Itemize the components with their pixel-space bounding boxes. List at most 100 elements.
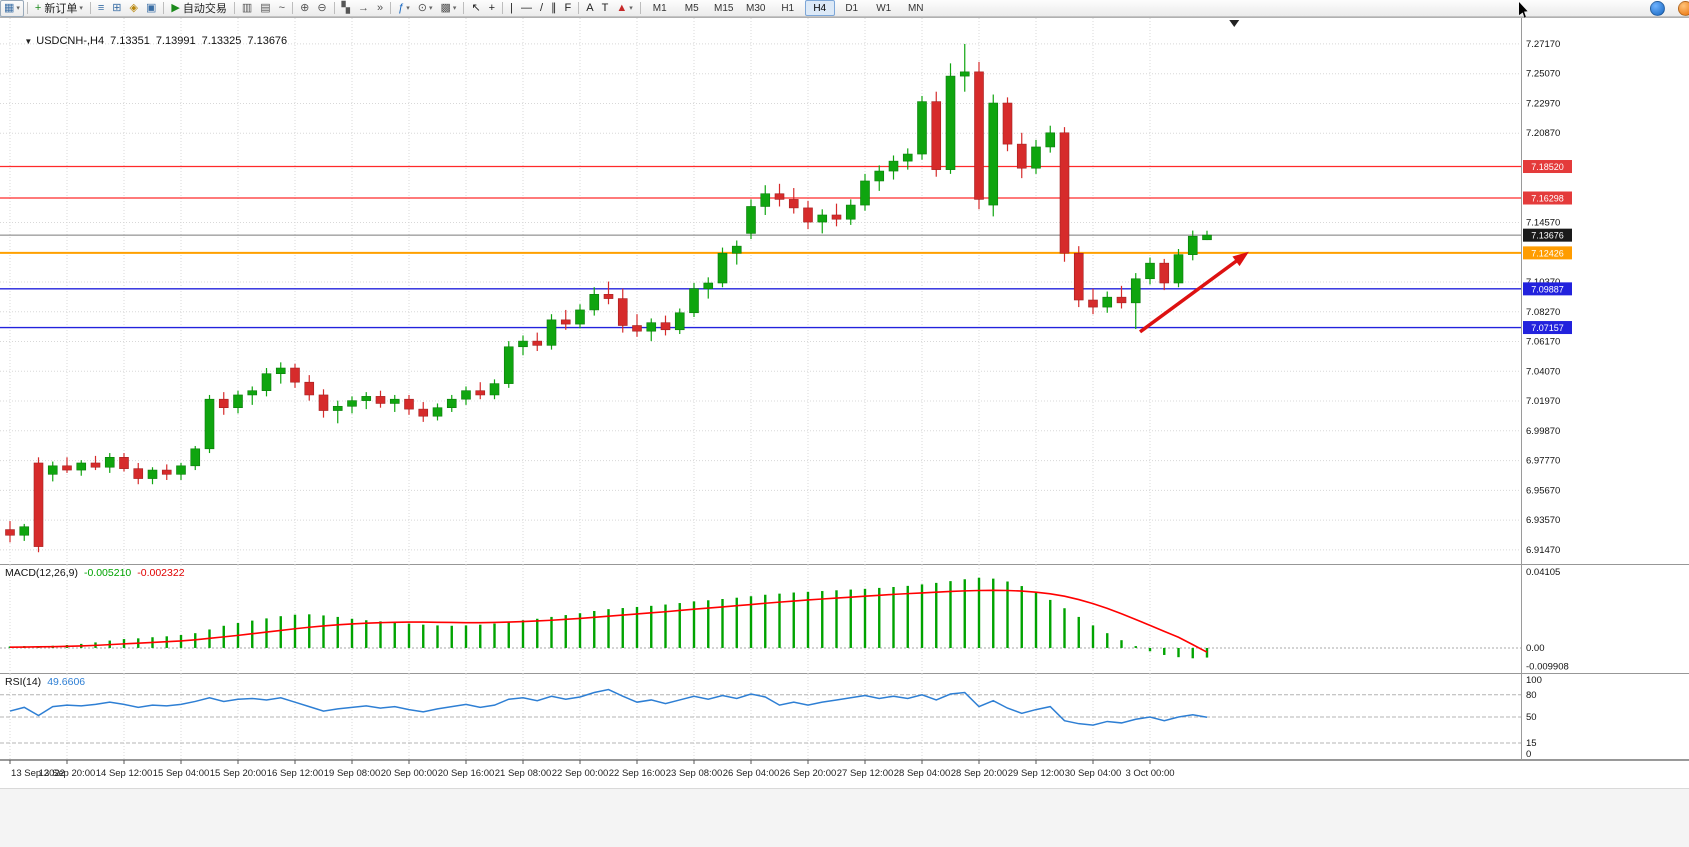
timeframe-h4-button[interactable]: H4 bbox=[804, 0, 835, 16]
candle-body bbox=[731, 245, 742, 254]
templates-button[interactable]: ▩ ▾ bbox=[437, 0, 461, 17]
price-level-badge-label: 7.07157 bbox=[1531, 323, 1564, 333]
candle-body bbox=[475, 390, 486, 396]
timeframe-m1-button[interactable]: M1 bbox=[652, 2, 667, 14]
one-click-trading-toggle[interactable]: ▼ bbox=[24, 37, 33, 46]
macd-axis-label: 0.04105 bbox=[1526, 567, 1560, 578]
candle-body bbox=[62, 465, 72, 471]
new-order-button[interactable]: + 新订单 ▾ bbox=[31, 0, 87, 17]
new-chart-button[interactable]: ▦ ▾ bbox=[0, 0, 24, 17]
timeframe-d1-button[interactable]: D1 bbox=[845, 2, 859, 14]
timeframe-w1-button[interactable]: W1 bbox=[876, 2, 892, 14]
chart-shift-button[interactable]: » bbox=[373, 0, 387, 17]
zoom-in-button[interactable]: ⊕ bbox=[296, 0, 313, 17]
line-chart-button[interactable]: ~ bbox=[275, 0, 289, 17]
rsi-indicator-panel[interactable]: 100 80 50 15 0 RSI(14) 49.6606 bbox=[0, 674, 1689, 760]
time-tick-label: 13 Sep 20:00 bbox=[39, 768, 96, 779]
indicators-button[interactable]: ƒ ▾ bbox=[394, 0, 414, 17]
toolbar-separator bbox=[333, 2, 335, 14]
candle-body bbox=[575, 309, 585, 325]
price-level-badge-label: 7.12426 bbox=[1531, 248, 1564, 258]
low-value: 7.13325 bbox=[201, 35, 242, 47]
candle-body bbox=[275, 367, 286, 374]
rsi-axis-label: 80 bbox=[1526, 690, 1537, 701]
price-tick-label: 6.91470 bbox=[1526, 545, 1560, 556]
timeframe-m5-button[interactable]: M5 bbox=[684, 2, 699, 14]
candlestick-chart[interactable]: 7.271707.250707.229707.208707.145707.103… bbox=[0, 18, 1689, 566]
timeframe-m15-button[interactable]: M15 bbox=[714, 2, 734, 14]
candle-body bbox=[959, 71, 970, 77]
rsi-label: RSI(14) 49.6606 bbox=[5, 676, 85, 688]
market-watch-button[interactable]: ≡ bbox=[94, 0, 108, 17]
arrows-button[interactable]: ▲ ▾ bbox=[612, 0, 636, 17]
candle-body bbox=[988, 102, 999, 206]
chart-shift-marker-icon[interactable] bbox=[1229, 20, 1240, 27]
candle-body bbox=[418, 408, 429, 417]
timeframe-h1-button[interactable]: H1 bbox=[781, 2, 795, 14]
main-chart-panel[interactable]: 7.271707.250707.229707.208707.145707.103… bbox=[0, 17, 1689, 566]
rsi-chart[interactable]: 100 80 50 150 bbox=[0, 674, 1689, 760]
candle-body bbox=[318, 394, 329, 411]
vertical-line-button[interactable]: | bbox=[506, 0, 517, 17]
time-tick-label: 28 Sep 20:00 bbox=[951, 768, 1008, 779]
zoom-out-button[interactable]: ⊖ bbox=[313, 0, 330, 17]
toolbar-separator bbox=[639, 2, 641, 14]
equidistant-channel-button[interactable]: ∥ bbox=[547, 0, 561, 17]
candle-body bbox=[860, 180, 870, 206]
time-axis[interactable]: 13 Sep 2022 13 Sep 20:00 14 Sep 12:00 15 Se… bbox=[0, 760, 1689, 788]
candle-body bbox=[1187, 235, 1198, 255]
rsi-title: RSI(14) bbox=[5, 676, 42, 688]
candle-body bbox=[674, 312, 685, 331]
price-tick-label: 7.27170 bbox=[1526, 39, 1560, 50]
tile-windows-button[interactable]: ▚ bbox=[338, 0, 354, 17]
notification-bubble-orange[interactable] bbox=[1678, 1, 1689, 16]
crosshair-tool-button[interactable]: + bbox=[485, 0, 499, 17]
candle-body bbox=[717, 252, 728, 284]
time-tick-label: 22 Sep 00:00 bbox=[552, 768, 609, 779]
data-window-button[interactable]: ⊞ bbox=[108, 0, 125, 17]
candlestick-chart-button[interactable]: ▤ bbox=[256, 0, 274, 17]
cursor-tool-button[interactable]: ↖ bbox=[467, 0, 484, 17]
current-price-badge-label: 7.13676 bbox=[1531, 231, 1564, 241]
candle-body bbox=[874, 170, 885, 182]
macd-title: MACD(12,26,9) bbox=[5, 567, 78, 579]
candle-body bbox=[1045, 132, 1056, 148]
open-value: 7.13351 bbox=[110, 35, 150, 47]
candle-body bbox=[1102, 296, 1113, 308]
fibonacci-button[interactable]: F bbox=[561, 0, 576, 17]
time-tick-label: 28 Sep 04:00 bbox=[894, 768, 951, 779]
candle-body bbox=[489, 383, 500, 396]
trend-arrow-annotation[interactable] bbox=[1138, 258, 1239, 334]
text-label-button[interactable]: T bbox=[598, 0, 613, 17]
candle-body bbox=[845, 204, 856, 220]
toolbar-separator bbox=[292, 2, 294, 14]
horizontal-line-button[interactable]: — bbox=[517, 0, 536, 17]
timeframe-mn-button[interactable]: MN bbox=[907, 2, 924, 14]
candlestick-chart-icon: ▤ bbox=[260, 2, 271, 14]
bar-chart-button[interactable]: ▥ bbox=[238, 0, 256, 17]
new-order-icon: + bbox=[34, 2, 42, 14]
trendline-button[interactable]: / bbox=[536, 0, 547, 17]
price-level-badge bbox=[1523, 246, 1572, 260]
candle-body bbox=[304, 381, 315, 396]
macd-indicator-panel[interactable]: 0.04105 0.00 -0.009908 MACD(12,26,9) -0.005… bbox=[0, 565, 1689, 674]
macd-chart[interactable]: 0.04105 0.00 -0.009908 bbox=[0, 565, 1689, 674]
notification-bubble-blue[interactable] bbox=[1650, 1, 1665, 16]
time-tick-label: 16 Sep 12:00 bbox=[267, 768, 324, 779]
equidistant-channel-icon: ∥ bbox=[551, 2, 557, 14]
timeframe-m30-button[interactable]: M30 bbox=[746, 2, 766, 14]
autotrading-button[interactable]: ▶ 自动交易 bbox=[167, 0, 230, 17]
text-button[interactable]: A bbox=[582, 0, 597, 17]
trend-arrow-head-icon bbox=[1232, 251, 1249, 267]
candle-body bbox=[404, 398, 414, 410]
navigator-button[interactable]: ◈ bbox=[126, 0, 142, 17]
auto-scroll-button[interactable]: → bbox=[354, 0, 373, 17]
time-tick-label: 20 Sep 00:00 bbox=[381, 768, 438, 779]
symbol-period-label: USDCNH-,H4 bbox=[36, 35, 105, 47]
time-tick-label: 14 Sep 12:00 bbox=[96, 768, 153, 779]
terminal-button[interactable]: ▣ bbox=[142, 0, 160, 17]
time-tick-label: 20 Sep 16:00 bbox=[438, 768, 495, 779]
candle-body bbox=[176, 465, 186, 475]
periods-button[interactable]: ⊙ ▾ bbox=[414, 0, 437, 17]
